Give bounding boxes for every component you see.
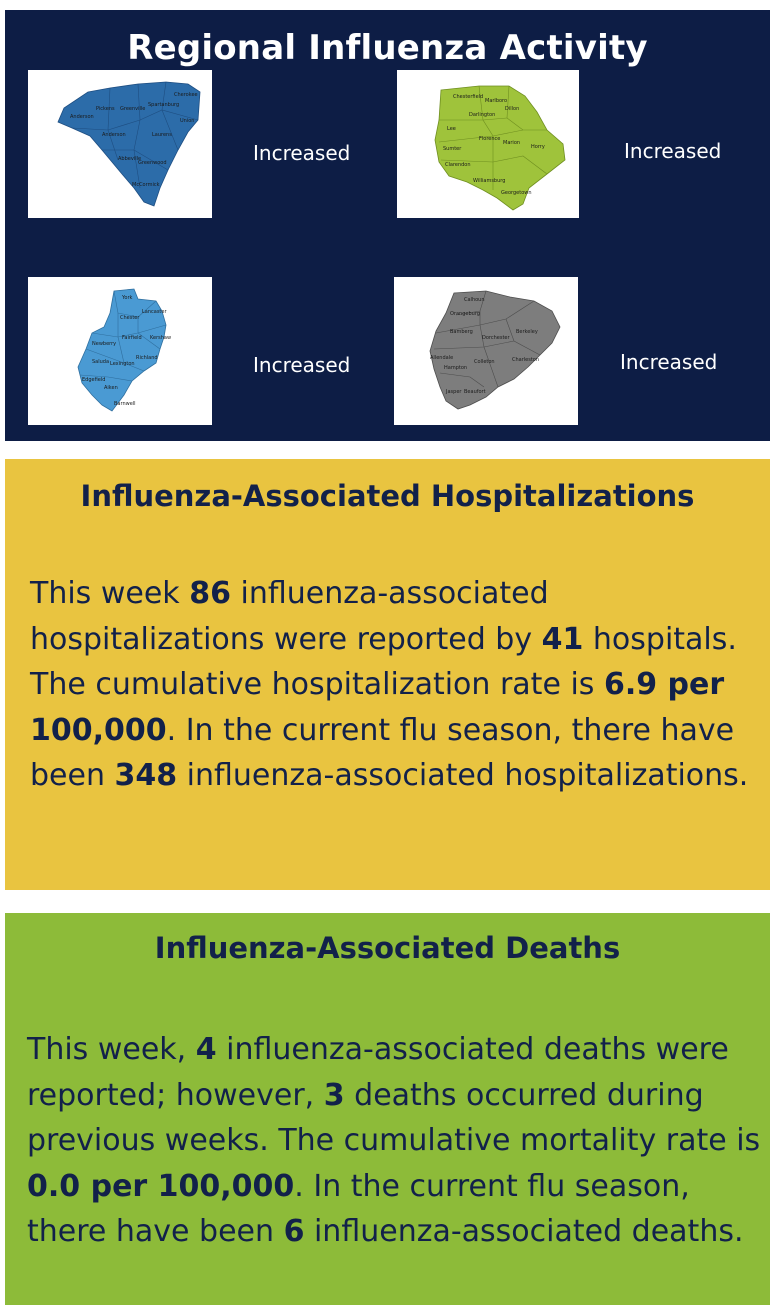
cumulative-mortality-rate: 0.0 per 100,000 — [27, 1168, 295, 1204]
pee-dee-map-image: Chesterfield Marlboro Darlington Dillon … — [434, 85, 566, 211]
county-label: Lee — [447, 126, 456, 132]
cumulative-hospitalization-rate: 6.9 per 100,000 — [30, 667, 725, 748]
county-label: Saluda — [92, 359, 109, 365]
upstate-map-image: Anderson Pickens Greenville Spartanburg … — [57, 81, 201, 207]
region-status-midlands: Increased — [253, 353, 351, 377]
weekly-deaths-count: 4 — [195, 1032, 217, 1067]
county-label: Lancaster — [142, 309, 167, 315]
county-label: Sumter — [443, 146, 462, 152]
county-label: Laurens — [152, 132, 172, 138]
region-map-pee-dee: Chesterfield Marlboro Darlington Dillon … — [397, 70, 579, 218]
county-label: Darlington — [469, 112, 495, 118]
county-label: Dillon — [505, 106, 519, 112]
season-deaths-total: 6 — [283, 1214, 305, 1249]
county-label: Florence — [479, 136, 500, 142]
region-map-lowcountry: Calhoun Orangeburg Bamberg Dorchester Be… — [394, 277, 578, 425]
season-hospitalizations-total: 348 — [114, 758, 178, 793]
lowcountry-map-image: Calhoun Orangeburg Bamberg Dorchester Be… — [429, 290, 561, 410]
summary-text: influenza-associated hospitalizations we… — [30, 576, 549, 657]
previous-weeks-deaths-count: 3 — [323, 1077, 345, 1113]
county-label: Anderson — [70, 114, 94, 120]
summary-text: influenza-associated deaths. — [304, 1214, 744, 1249]
region-map-midlands: York Chester Lancaster Fairfield Kershaw… — [28, 277, 212, 425]
upstate-region-shape — [57, 81, 201, 207]
pee-dee-region-shape — [434, 85, 566, 211]
county-label: Horry — [531, 144, 545, 150]
county-label: Georgetown — [501, 190, 532, 196]
regional-activity-panel: Regional Influenza Activity Anderson Pic… — [5, 10, 770, 441]
county-label: Berkeley — [516, 329, 538, 335]
county-label: Lexington — [110, 361, 135, 367]
region-map-upstate: Anderson Pickens Greenville Spartanburg … — [28, 70, 212, 218]
county-label: Abbeville — [118, 156, 141, 162]
summary-text: deaths occurred during previous weeks. T… — [27, 1077, 761, 1159]
county-label: Aiken — [104, 385, 118, 391]
county-label: Barnwell — [114, 401, 136, 407]
summary-text: influenza-associated deaths were reporte… — [27, 1032, 729, 1113]
county-label: Pickens — [96, 106, 115, 112]
county-label: Hampton — [444, 365, 467, 371]
summary-text: influenza-associated hospitalizations. — [177, 758, 749, 793]
county-label: Marion — [503, 140, 520, 146]
summary-text: . In the current flu season, there have … — [30, 712, 735, 794]
region-status-lowcountry: Increased — [620, 350, 718, 374]
deaths-panel: Influenza-Associated Deaths This week, 4… — [5, 913, 770, 1305]
county-label: Williamsburg — [473, 178, 505, 184]
hospitalizations-panel: Influenza-Associated Hospitalizations Th… — [5, 459, 770, 890]
county-label: Bamberg — [450, 329, 473, 335]
summary-text: hospitals. The cumulative hospitalizatio… — [30, 621, 737, 703]
county-label: Clarendon — [445, 162, 471, 168]
county-label: Spartanburg — [148, 102, 179, 108]
region-status-pee-dee: Increased — [624, 139, 722, 163]
summary-text: This week, — [27, 1032, 196, 1067]
summary-text: This week — [30, 576, 190, 611]
county-label: Allendale — [430, 355, 453, 361]
county-label: Calhoun — [464, 297, 485, 303]
county-label: Chesterfield — [453, 94, 483, 100]
midlands-map-image: York Chester Lancaster Fairfield Kershaw… — [77, 288, 171, 412]
lowcountry-county-labels: Calhoun Orangeburg Bamberg Dorchester Be… — [430, 297, 539, 395]
upstate-county-labels: Anderson Pickens Greenville Spartanburg … — [70, 92, 198, 188]
county-label: Cherokee — [174, 92, 198, 98]
county-label: Charleston — [512, 357, 539, 363]
county-label: Orangeburg — [450, 311, 480, 317]
summary-text: . In the current flu season, there have … — [27, 1168, 690, 1250]
county-label: Greenville — [120, 106, 145, 112]
county-label: Dorchester — [482, 335, 510, 341]
reporting-hospitals-count: 41 — [541, 621, 584, 657]
county-label: York — [121, 295, 133, 301]
hospitalizations-summary: This week 86 influenza-associated hospit… — [30, 571, 755, 799]
region-status-upstate: Increased — [253, 141, 351, 165]
hospitalizations-title: Influenza-Associated Hospitalizations — [80, 479, 695, 513]
county-label: Colleton — [474, 359, 495, 365]
county-label: Fairfield — [122, 335, 142, 341]
midlands-county-labels: York Chester Lancaster Fairfield Kershaw… — [82, 295, 171, 407]
regional-activity-title: Regional Influenza Activity — [127, 28, 648, 68]
county-label: Edgefield — [82, 377, 105, 383]
deaths-summary: This week, 4 influenza-associated deaths… — [27, 1027, 762, 1255]
county-label: Chester — [120, 315, 140, 321]
weekly-hospitalizations-count: 86 — [189, 576, 231, 611]
midlands-region-shape — [77, 288, 167, 412]
county-label: Beaufort — [464, 389, 486, 395]
deaths-title: Influenza-Associated Deaths — [154, 931, 621, 965]
county-label: Newberry — [92, 341, 116, 347]
county-label: Marlboro — [485, 98, 507, 104]
county-label: Kershaw — [150, 335, 171, 341]
county-label: Anderson — [102, 132, 126, 138]
county-label: Union — [180, 118, 194, 124]
county-label: Greenwood — [138, 160, 167, 166]
county-label: Richland — [136, 355, 158, 361]
county-label: Jasper — [445, 389, 462, 395]
county-label: McCormick — [132, 182, 160, 188]
pee-dee-county-labels: Chesterfield Marlboro Darlington Dillon … — [443, 94, 545, 196]
